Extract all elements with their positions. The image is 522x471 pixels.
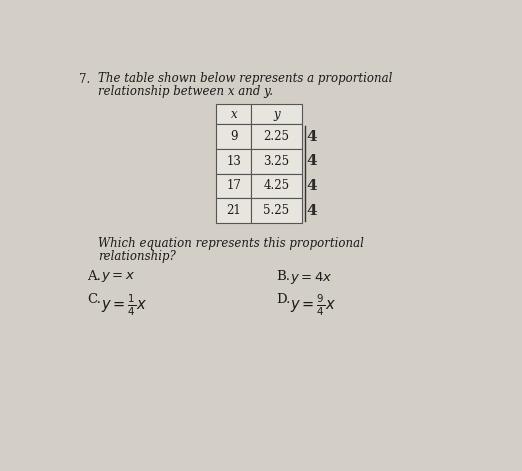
Bar (251, 173, 302, 198)
Text: B.: B. (276, 270, 290, 283)
Text: 17: 17 (227, 179, 241, 192)
Bar (217, 173, 251, 198)
Text: A.: A. (87, 270, 101, 283)
Text: y: y (273, 108, 280, 121)
Text: 21: 21 (227, 204, 241, 217)
Text: 2.25: 2.25 (264, 130, 289, 143)
Text: 4: 4 (306, 203, 317, 218)
Text: x: x (231, 108, 237, 121)
Text: $y=\frac{9}{4}x$: $y=\frac{9}{4}x$ (290, 293, 336, 318)
Text: 5.25: 5.25 (264, 204, 290, 217)
Text: 4.25: 4.25 (264, 179, 290, 192)
Text: 3.25: 3.25 (264, 155, 290, 168)
Text: 4: 4 (306, 179, 317, 193)
Text: The table shown below represents a proportional: The table shown below represents a propo… (98, 72, 392, 85)
Text: $y=x$: $y=x$ (101, 270, 135, 284)
Bar (251, 104, 302, 124)
Text: 7.: 7. (79, 73, 90, 87)
Text: 4: 4 (306, 130, 317, 144)
Text: D.: D. (276, 293, 290, 306)
Bar (251, 198, 302, 223)
Bar (217, 124, 251, 149)
Bar (217, 198, 251, 223)
Text: relationship between x and y.: relationship between x and y. (98, 85, 273, 98)
Text: Which equation represents this proportional: Which equation represents this proportio… (98, 237, 364, 250)
Text: $y=\frac{1}{4}x$: $y=\frac{1}{4}x$ (101, 293, 147, 318)
Text: $y=4x$: $y=4x$ (290, 270, 333, 286)
Bar (217, 104, 251, 124)
Text: relationship?: relationship? (98, 250, 175, 263)
Text: 13: 13 (227, 155, 241, 168)
Bar (251, 124, 302, 149)
Bar (217, 149, 251, 173)
Bar (251, 149, 302, 173)
Text: 9: 9 (230, 130, 238, 143)
Text: 4: 4 (306, 154, 317, 168)
Text: C.: C. (87, 293, 101, 306)
